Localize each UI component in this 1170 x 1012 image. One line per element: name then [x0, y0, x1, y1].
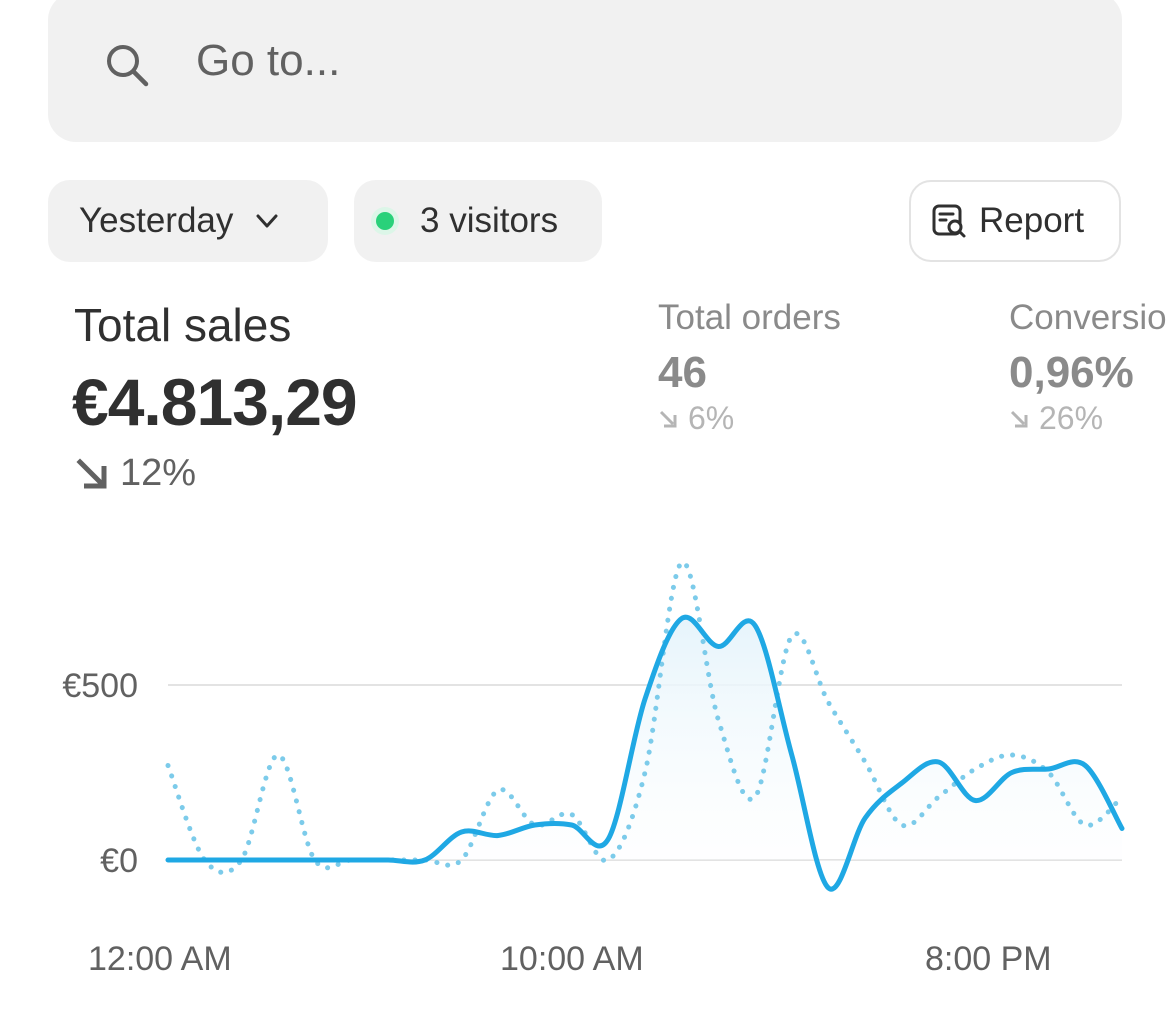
sales-chart[interactable]: €500 €0 12:00 AM 10:00 AM 8:00 PM — [0, 520, 1170, 1012]
x-tick-label: 10:00 AM — [500, 940, 644, 978]
search-bar[interactable]: Go to... — [48, 0, 1122, 142]
y-tick-label: €0 — [100, 842, 138, 880]
x-tick-label: 12:00 AM — [88, 940, 232, 978]
current-series-line — [165, 614, 1125, 892]
x-tick-label: 8:00 PM — [925, 940, 1052, 978]
report-label: Report — [979, 201, 1085, 240]
live-visitors-button[interactable]: 3 visitors — [354, 180, 602, 262]
total-orders-change-value: 6% — [688, 400, 735, 436]
date-range-button[interactable]: Yesterday — [48, 180, 328, 262]
comparison-series-line — [165, 559, 1125, 875]
total-orders-change: 6% — [658, 400, 841, 437]
conversion-change: 26% — [1009, 400, 1167, 437]
y-tick-label: €500 — [62, 667, 138, 705]
date-range-label: Yesterday — [79, 201, 234, 240]
sales-area-fill — [168, 617, 1122, 890]
live-status-dot — [376, 212, 394, 230]
total-orders-metric[interactable]: Total orders 46 6% — [658, 298, 841, 437]
conversion-metric[interactable]: Conversio 0,96% 26% — [1009, 298, 1167, 437]
total-sales-change-value: 12% — [120, 452, 197, 494]
total-orders-value: 46 — [658, 348, 707, 397]
report-icon — [932, 204, 966, 238]
arrow-down-right-icon — [76, 457, 107, 488]
total-orders-label: Total orders — [658, 298, 841, 337]
search-placeholder: Go to... — [196, 36, 341, 85]
arrow-down-right-icon — [659, 410, 677, 427]
total-sales-change: 12% — [74, 452, 196, 495]
report-button[interactable]: Report — [909, 180, 1121, 262]
search-icon — [107, 45, 149, 87]
conversion-label: Conversio — [1009, 298, 1167, 337]
conversion-change-value: 26% — [1039, 400, 1104, 436]
chevron-down-icon — [256, 214, 278, 228]
total-sales-label[interactable]: Total sales — [74, 299, 292, 351]
visitors-label: 3 visitors — [420, 201, 559, 240]
conversion-value: 0,96% — [1009, 348, 1134, 397]
total-sales-value: €4.813,29 — [72, 365, 358, 439]
arrow-down-right-icon — [1010, 410, 1028, 427]
